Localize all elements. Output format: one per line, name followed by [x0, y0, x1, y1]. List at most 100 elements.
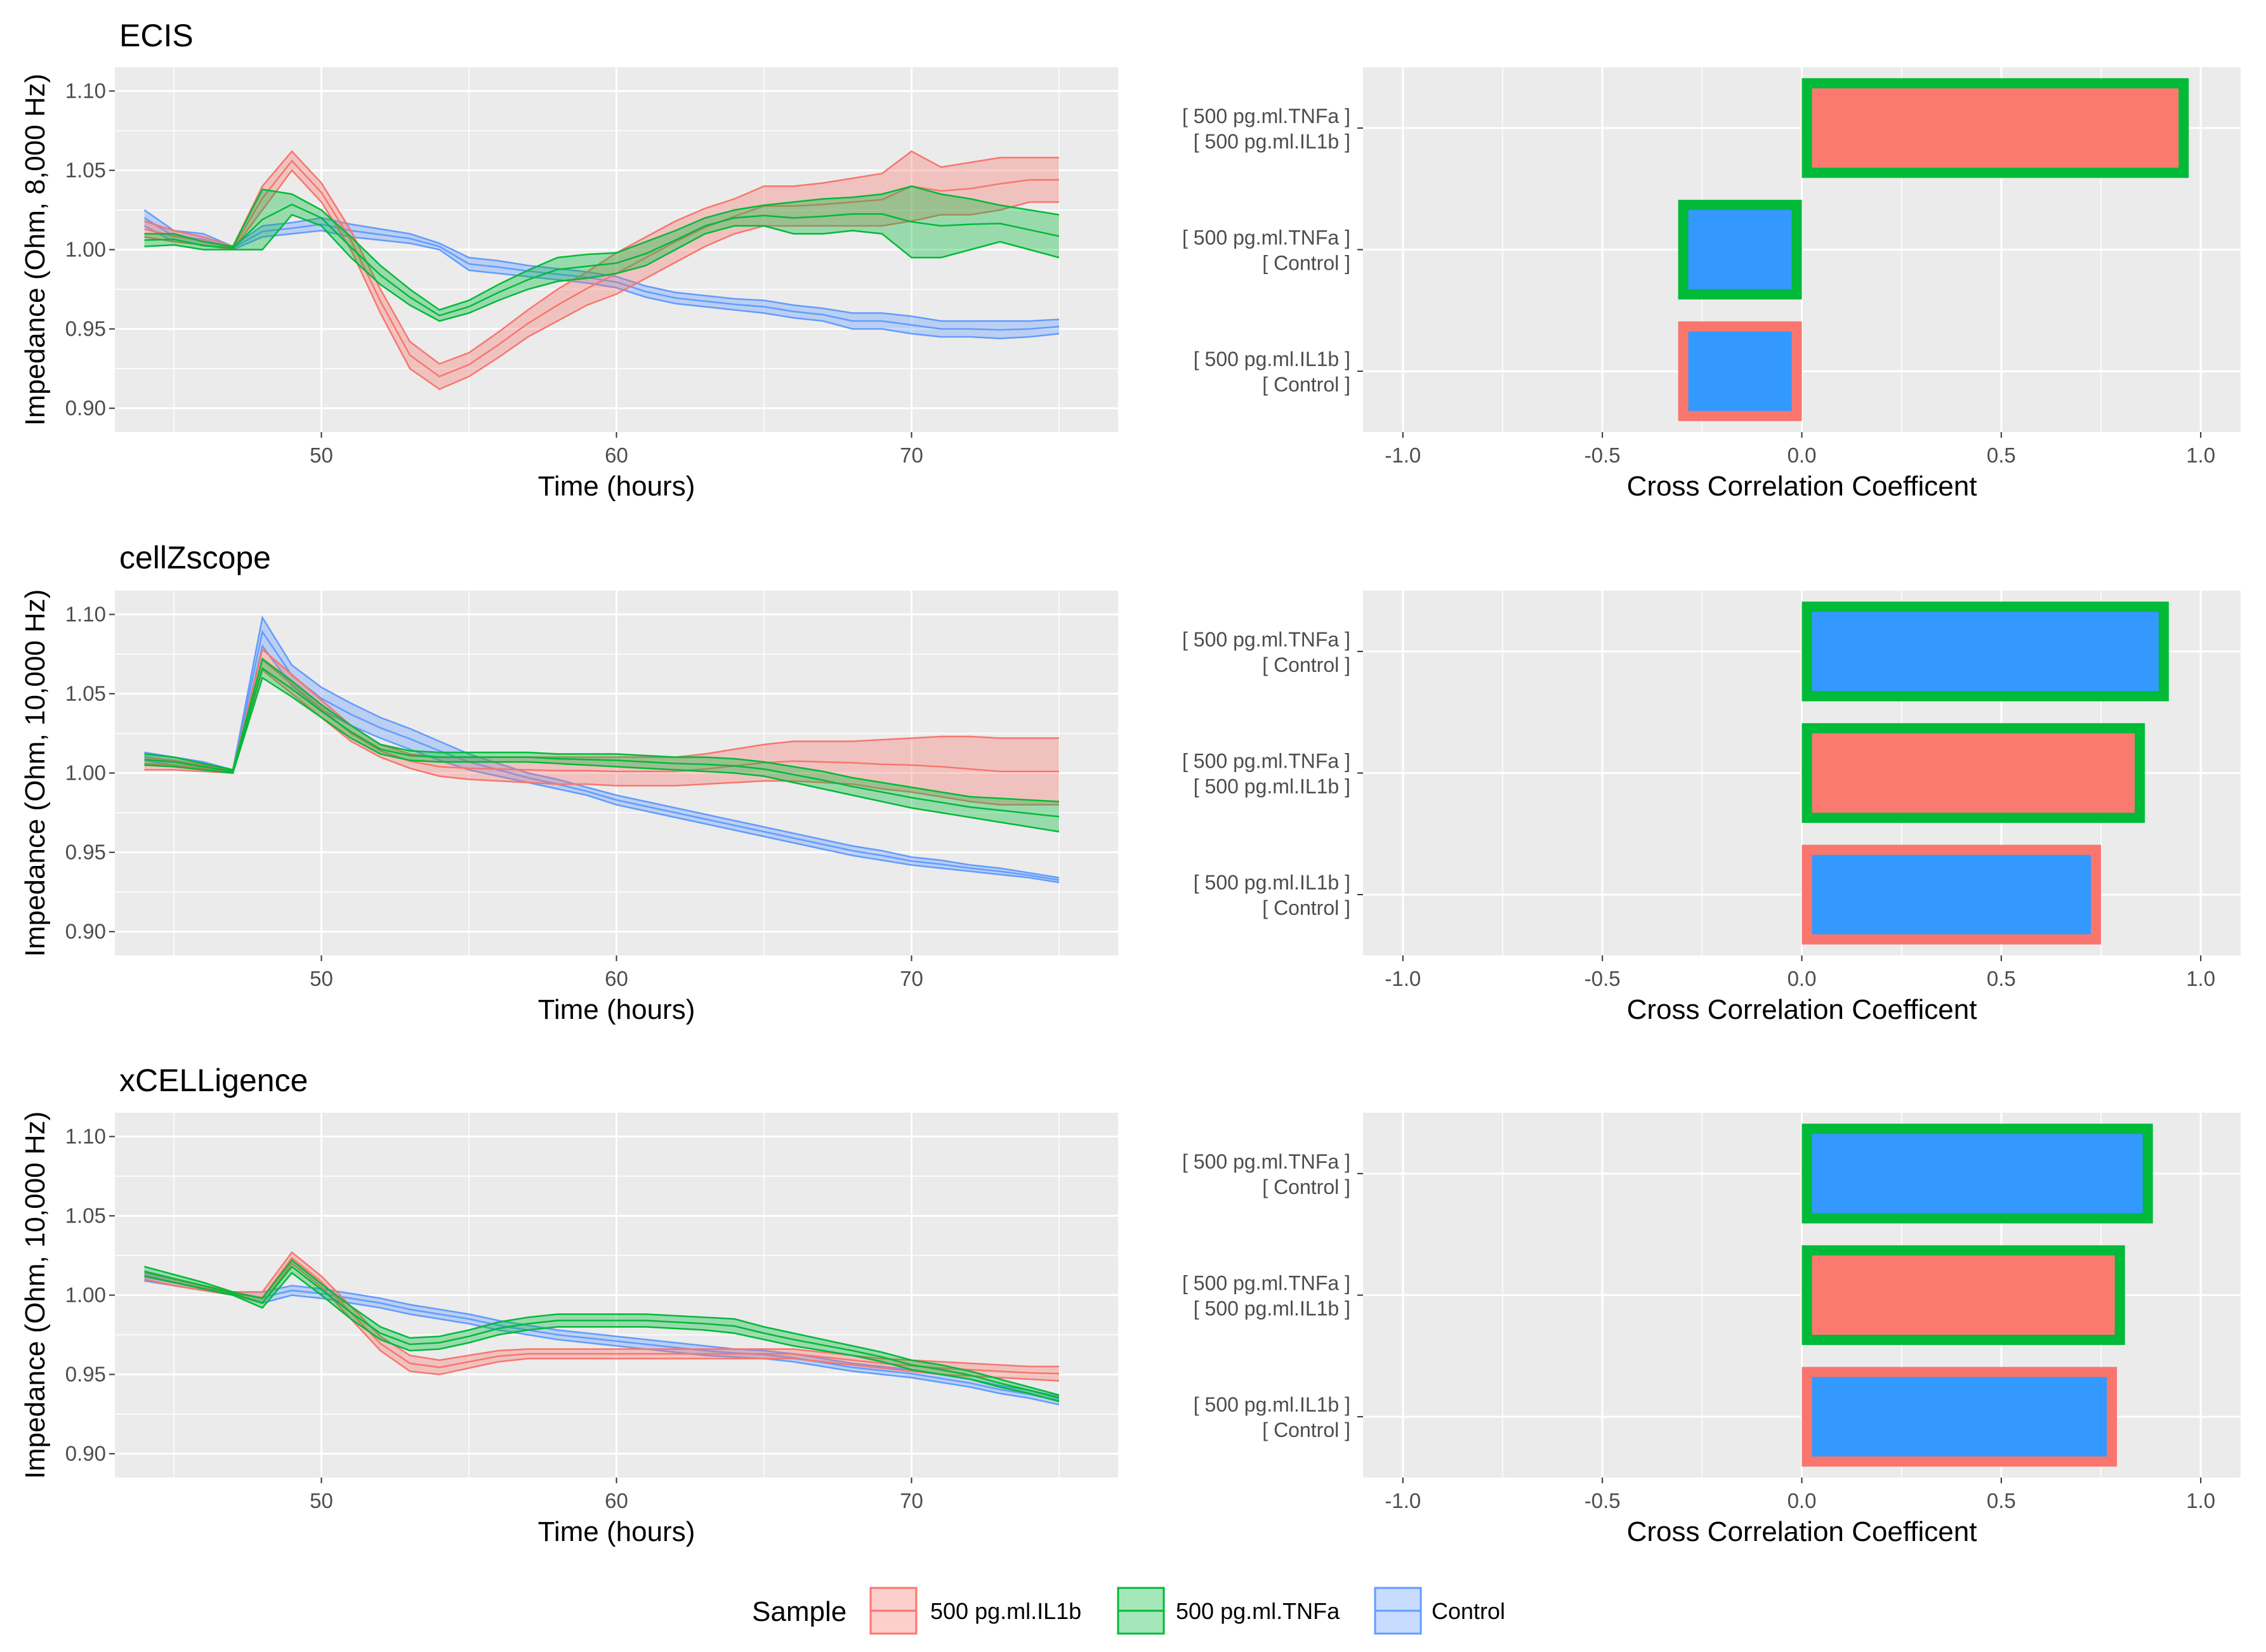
y-axis-label: Impedance (Ohm, 10,000 Hz)	[20, 1111, 51, 1479]
bar	[1678, 321, 1802, 421]
series-line-il1b-upper	[144, 648, 1059, 771]
y-axis-label: Impedance (Ohm, 8,000 Hz)	[20, 74, 51, 426]
cellzscope-line-chart: 50 60 70 0.90 0.95 1.00 1.05 1.10 Time (hours) Im…	[20, 589, 1118, 1025]
y-tick-label: 0.90	[65, 1442, 106, 1465]
series-line-il1b-mean	[144, 159, 1059, 377]
series-line-tnfa-lower	[144, 676, 1060, 833]
x-axis-label: Time (hours)	[538, 994, 695, 1025]
bar	[1802, 1367, 2118, 1467]
x-tick-label: 50	[310, 443, 333, 467]
series-line-control-lower	[144, 1280, 1060, 1406]
series-line-il1b-lower	[144, 169, 1059, 390]
series-line-tnfa-mean	[144, 203, 1060, 317]
x-tick-label: 0.5	[1987, 443, 2016, 467]
ecis-line-chart: 50 60 70 0.90 0.95 1.00 1.05 1.10 Time (hours) Im…	[20, 67, 1118, 502]
xcelligence-bar-chart: -1.0 -0.5 0.0 0.5 1.0 [ 500 pg.ml.TNFa ] [ Con…	[1182, 1113, 2241, 1547]
series-line-il1b-lower	[144, 1262, 1060, 1382]
y-tick-label: 1.10	[65, 1125, 106, 1148]
y-tick-label: 0.95	[65, 841, 106, 864]
x-tick-label: 0.5	[1987, 967, 2016, 990]
bar-label-bottom: [ 500 pg.ml.IL1b ]	[1194, 775, 1350, 798]
y-tick-label: 1.00	[65, 1283, 106, 1307]
bar-label-top: [ 500 pg.ml.IL1b ]	[1194, 871, 1350, 894]
bar-label-top: [ 500 pg.ml.TNFa ]	[1182, 750, 1350, 773]
series-line-tnfa-lower	[144, 1271, 1060, 1403]
x-tick-label: 50	[310, 1489, 333, 1512]
bar	[1802, 723, 2145, 823]
legend-title: Sample	[752, 1596, 846, 1627]
series-line-control-upper	[144, 615, 1060, 879]
series-line-tnfa-mean	[144, 1265, 1060, 1400]
bar-label-top: [ 500 pg.ml.TNFa ]	[1182, 226, 1350, 249]
ribbon-tnfa	[144, 659, 1059, 832]
x-tick-label: -0.5	[1584, 1489, 1621, 1512]
series-line-control-mean	[144, 1276, 1060, 1402]
bar	[1802, 1245, 2125, 1346]
x-axis-label: Time (hours)	[538, 1516, 695, 1547]
ribbon-il1b	[144, 1252, 1059, 1381]
bar-label-top: [ 500 pg.ml.IL1b ]	[1194, 1393, 1350, 1416]
x-axis-label: Cross Correlation Coefficent	[1627, 471, 1977, 502]
bar-label-bottom: [ Control ]	[1262, 653, 1350, 676]
ecis-title: ECIS	[119, 18, 194, 53]
series-line-tnfa-upper	[144, 185, 1060, 311]
series-line-il1b-mean	[144, 658, 1059, 773]
bar-label-bottom: [ 500 pg.ml.IL1b ]	[1194, 130, 1350, 153]
y-tick-label: 0.90	[65, 920, 106, 943]
x-tick-label: 60	[605, 1489, 628, 1512]
y-tick-label: 1.05	[65, 159, 106, 182]
legend-label-control: Control	[1432, 1598, 1505, 1624]
bar	[1802, 78, 2189, 178]
cellzscope-title: cellZscope	[119, 540, 271, 575]
bar-label-bottom: [ Control ]	[1262, 1419, 1350, 1441]
x-tick-label: -0.5	[1584, 967, 1621, 990]
legend-label-tnfa: 500 pg.ml.TNFa	[1176, 1598, 1340, 1624]
y-tick-label: 1.05	[65, 1204, 106, 1228]
series-line-tnfa-mean	[144, 667, 1060, 818]
y-tick-label: 0.95	[65, 317, 106, 341]
bar-label-bottom: [ 500 pg.ml.IL1b ]	[1194, 1297, 1350, 1320]
x-tick-label: -1.0	[1385, 443, 1421, 467]
legend-key-il1b	[869, 1587, 918, 1635]
bar-label-top: [ 500 pg.ml.TNFa ]	[1182, 105, 1350, 128]
series-line-control-lower	[143, 225, 1060, 339]
series-line-tnfa-upper	[144, 1259, 1060, 1396]
bar	[1678, 199, 1802, 300]
bar-label-bottom: [ Control ]	[1262, 896, 1350, 919]
x-tick-label: 60	[605, 443, 628, 467]
x-tick-label: 70	[900, 967, 923, 990]
x-tick-label: 0.0	[1788, 443, 1817, 467]
x-tick-label: 70	[900, 1489, 923, 1512]
bar	[1802, 601, 2169, 702]
legend-key-tnfa	[1117, 1587, 1165, 1635]
x-tick-label: -0.5	[1584, 443, 1621, 467]
x-axis-label: Cross Correlation Coefficent	[1627, 1516, 1977, 1547]
bar	[1802, 844, 2101, 945]
series-line-il1b-upper	[144, 150, 1059, 365]
y-tick-label: 1.00	[65, 238, 106, 261]
legend-key-control	[1374, 1587, 1422, 1635]
y-tick-label: 1.10	[65, 603, 106, 626]
x-tick-label: 0.0	[1788, 967, 1817, 990]
x-tick-label: 60	[605, 967, 628, 990]
x-tick-label: 50	[310, 967, 333, 990]
x-tick-label: 70	[900, 443, 923, 467]
ribbon-il1b	[144, 649, 1059, 805]
bar-label-top: [ 500 pg.ml.TNFa ]	[1182, 1150, 1350, 1173]
xcelligence-title: xCELLigence	[119, 1063, 308, 1098]
cellzscope-bar-chart: -1.0 -0.5 0.0 0.5 1.0[ 500 pg.ml.TNFa ][ Con…	[1182, 591, 2241, 1025]
x-tick-label: 0.5	[1987, 1489, 2016, 1512]
bar-label-top: [ 500 pg.ml.TNFa ]	[1182, 628, 1350, 651]
series-line-tnfa-lower	[144, 214, 1060, 322]
xcelligence-line-chart: 50 60 70 0.90 0.95 1.00 1.05 1.10 Time (hours) Im…	[20, 1111, 1118, 1547]
y-tick-label: 0.95	[65, 1363, 106, 1386]
bar-label-top: [ 500 pg.ml.IL1b ]	[1194, 348, 1350, 370]
series-line-control-mean	[143, 217, 1060, 331]
series-line-il1b-mean	[144, 1257, 1060, 1375]
series-line-tnfa-upper	[144, 657, 1060, 803]
x-axis-label: Cross Correlation Coefficent	[1627, 994, 1977, 1025]
y-tick-label: 1.10	[65, 79, 106, 103]
x-axis-label: Time (hours)	[538, 471, 695, 502]
x-tick-label: 1.0	[2186, 967, 2215, 990]
